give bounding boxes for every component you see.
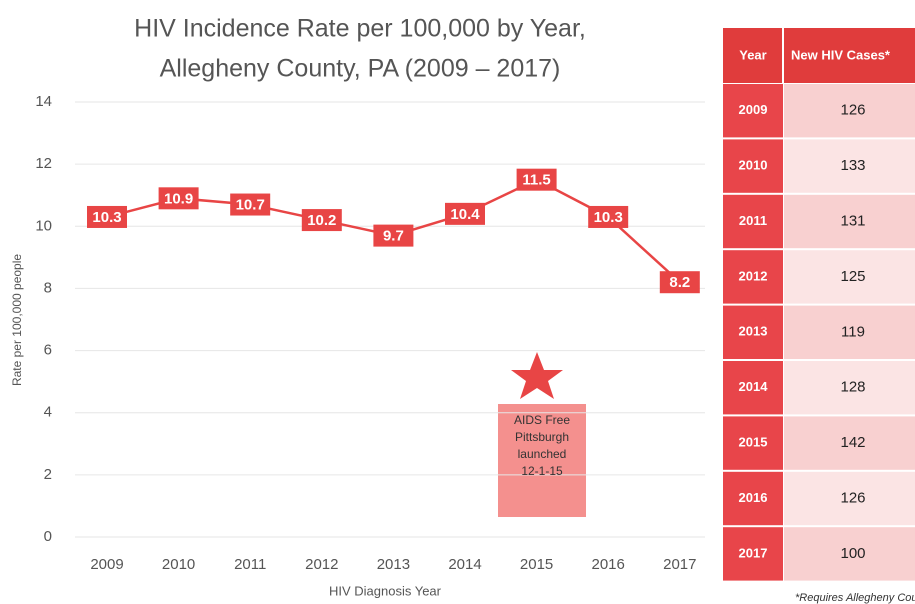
table-value: 131	[840, 212, 865, 229]
data-label: 11.5	[522, 172, 550, 189]
footnote: *Requires Allegheny County	[795, 592, 915, 604]
table-year: 2012	[739, 268, 768, 283]
data-label-box	[516, 168, 557, 191]
star	[511, 352, 563, 399]
data-label: 10.2	[307, 212, 336, 229]
y-axis-label: Rate per 100,000 people	[10, 254, 24, 386]
table-year-cell	[723, 250, 783, 304]
table-year: 2014	[739, 379, 769, 394]
y-tick-label: 4	[44, 404, 52, 421]
y-tick-label: 2	[44, 466, 52, 483]
data-label: 9.7	[383, 228, 404, 245]
x-tick-label: 2009	[90, 556, 123, 573]
data-label-box	[373, 224, 414, 247]
data-label: 8.2	[669, 274, 690, 291]
table-value: 125	[840, 268, 865, 285]
y-tick-label: 12	[35, 155, 52, 172]
table-value-cell	[784, 471, 915, 526]
table-year-cell	[723, 139, 783, 193]
table-year-cell	[723, 84, 783, 138]
table-year: 2016	[739, 490, 768, 505]
table-header-cell: New HIV Cases*	[791, 47, 891, 62]
table-year-cell	[723, 471, 783, 526]
table-value: 119	[841, 323, 865, 340]
table-value-cell	[784, 416, 915, 470]
table-value: 126	[840, 489, 865, 506]
table-value-cell	[784, 527, 915, 581]
data-label-box	[659, 271, 700, 294]
table-year-cell	[723, 361, 783, 415]
x-tick-label: 2012	[305, 556, 338, 573]
y-tick-label: 14	[35, 93, 52, 110]
data-label: 10.9	[164, 190, 193, 207]
table-value-cell	[784, 250, 915, 304]
table-value-cell	[784, 139, 915, 193]
annotation-text: 12-1-15	[521, 464, 563, 478]
data-label: 10.3	[92, 209, 121, 226]
annotation-text: AIDS Free	[514, 413, 570, 427]
data-label: 10.7	[236, 197, 265, 214]
annotation-text: Pittsburgh	[515, 430, 569, 444]
data-label-box	[230, 193, 271, 216]
x-axis-label: HIV Diagnosis Year	[329, 583, 442, 598]
table-header	[723, 28, 915, 83]
table-value-cell	[784, 305, 915, 359]
table-year-cell	[723, 527, 783, 581]
table-value: 126	[840, 102, 865, 119]
x-tick-label: 2014	[448, 556, 481, 573]
y-tick-label: 10	[35, 217, 52, 234]
table-year: 2015	[739, 435, 768, 450]
data-label-box	[588, 205, 629, 228]
table-year-cell	[723, 305, 783, 359]
table-header-cell: Year	[739, 47, 766, 62]
y-tick-label: 0	[44, 528, 52, 545]
table-value: 128	[840, 379, 865, 396]
x-tick-label: 2013	[377, 556, 410, 573]
table-year-cell	[723, 194, 783, 249]
annotation-box	[498, 404, 586, 517]
data-label: 10.4	[450, 206, 480, 223]
data-label-box	[158, 187, 199, 210]
data-label-box	[87, 205, 127, 228]
table-year: 2017	[739, 545, 768, 560]
data-label-box	[301, 209, 342, 232]
x-tick-label: 2016	[592, 556, 625, 573]
x-tick-label: 2010	[162, 556, 195, 573]
table-year: 2013	[739, 324, 768, 339]
y-tick-label: 8	[44, 279, 52, 296]
chart-title: Allegheny County, PA (2009 – 2017)	[160, 55, 561, 83]
y-tick-label: 6	[44, 342, 52, 359]
chart-title: HIV Incidence Rate per 100,000 by Year,	[134, 15, 586, 43]
table-year-cell	[723, 416, 783, 470]
table-value: 100	[840, 545, 865, 562]
table-value: 142	[840, 434, 865, 451]
table-value: 133	[840, 157, 865, 174]
x-tick-label: 2015	[520, 556, 553, 573]
table-year: 2011	[739, 213, 767, 228]
table-value-cell	[784, 194, 915, 249]
x-tick-label: 2011	[234, 556, 266, 573]
x-tick-label: 2017	[663, 556, 696, 573]
data-label-box	[445, 202, 485, 225]
table-value-cell	[784, 361, 915, 415]
annotation-text: launched	[518, 447, 567, 461]
table-year: 2009	[739, 102, 768, 117]
data-label: 10.3	[594, 209, 623, 226]
table-value-cell	[784, 84, 915, 138]
table-year: 2010	[739, 158, 768, 173]
